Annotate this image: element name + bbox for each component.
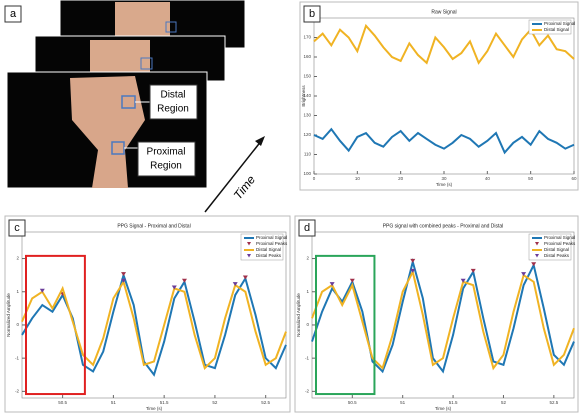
- hand: [115, 2, 170, 40]
- x-tick-label: 30: [441, 176, 447, 181]
- y-tick-label: -2: [15, 389, 19, 394]
- x-tick-label: 10: [355, 176, 361, 181]
- x-tick-label: 52: [501, 400, 507, 405]
- y-tick-label: 160: [303, 54, 311, 59]
- region-label: Proximal: [147, 147, 186, 158]
- x-tick-label: 52.5: [549, 400, 558, 405]
- arrow-line: [205, 140, 262, 212]
- legend-label: Proximal Signal: [544, 235, 575, 240]
- x-tick-label: 60: [571, 176, 577, 181]
- y-tick-label: 120: [303, 132, 311, 137]
- chart-title: Raw Signal: [431, 9, 456, 15]
- panel-a: Distal Region Proximal Region a: [5, 0, 245, 188]
- legend-label: Proximal Peaks: [256, 241, 288, 246]
- y-tick-label: 150: [303, 74, 311, 79]
- x-tick-label: 52: [212, 400, 218, 405]
- y-tick-label: 110: [304, 152, 312, 157]
- x-tick-label: 51: [111, 400, 117, 405]
- x-tick-label: 51.5: [160, 400, 169, 405]
- x-tick-label: 51.5: [449, 400, 458, 405]
- panel-letter: b: [309, 8, 315, 20]
- y-axis-label: Normalized Amplitude: [296, 293, 301, 337]
- y-tick-label: -1: [305, 355, 309, 360]
- y-tick-label: 100: [303, 171, 311, 176]
- y-tick-label: -1: [15, 355, 19, 360]
- panel-letter: c: [14, 222, 20, 234]
- region-label: Distal: [160, 90, 185, 101]
- x-tick-label: 51: [400, 400, 406, 405]
- chart-title: PPG signal with combined peaks - Proxima…: [383, 223, 504, 229]
- x-tick-label: 50.5: [58, 400, 67, 405]
- legend-label: Distal Peaks: [256, 253, 282, 258]
- legend-label: Distal Signal: [544, 27, 569, 32]
- region-label: Region: [150, 161, 182, 172]
- x-tick-label: 20: [398, 176, 404, 181]
- y-axis-label: Brightness: [301, 85, 306, 107]
- legend-label: Proximal Signal: [256, 235, 287, 240]
- x-tick-label: 50: [528, 176, 534, 181]
- panel-letter: d: [304, 222, 310, 234]
- x-tick-label: 50.5: [348, 400, 357, 405]
- region-label: Region: [157, 104, 189, 115]
- y-tick-label: 130: [303, 113, 311, 118]
- legend-label: Proximal Peaks: [544, 241, 576, 246]
- y-axis-label: Normalized Amplitude: [6, 293, 11, 337]
- y-tick-label: 170: [303, 35, 311, 40]
- plot-area: [314, 18, 574, 174]
- chart-title: PPG Signal - Proximal and Distal: [117, 223, 190, 229]
- legend-label: Distal Peaks: [544, 253, 570, 258]
- time-label: Time: [231, 172, 259, 202]
- panel-letter: a: [10, 8, 17, 20]
- legend-label: Distal Signal: [544, 247, 569, 252]
- y-tick-label: -2: [305, 389, 309, 394]
- figure: Distal Region Proximal Region a Time Raw…: [0, 0, 581, 414]
- legend-label: Distal Signal: [256, 247, 281, 252]
- arrow-head: [255, 136, 265, 146]
- legend-label: Proximal Signal: [544, 21, 575, 26]
- x-axis-label: Time (s): [146, 406, 163, 411]
- x-tick-label: 40: [485, 176, 491, 181]
- x-axis-label: Time (s): [436, 182, 453, 187]
- x-axis-label: Time (s): [435, 406, 452, 411]
- x-tick-label: 52.5: [261, 400, 270, 405]
- time-arrow: Time: [205, 136, 265, 212]
